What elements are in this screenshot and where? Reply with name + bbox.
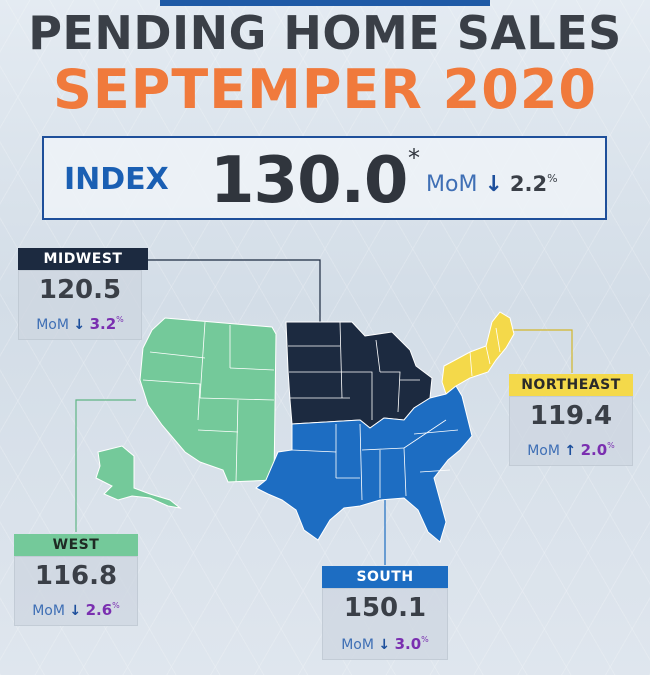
percent-sign: % [607, 441, 615, 450]
northeast-state-borders [469, 327, 501, 377]
south-tag: SOUTH [322, 566, 448, 588]
arrow-up-icon: ↑ [564, 443, 577, 459]
northeast-region-shape [441, 311, 515, 395]
northeast-tag: NORTHEAST [509, 374, 633, 396]
south-value: 150.1 [343, 593, 427, 623]
west-change-value: 2.6 [85, 601, 113, 619]
midwest-state-borders [288, 321, 420, 420]
percent-sign: % [421, 635, 429, 644]
midwest-leader-line [148, 259, 321, 330]
index-summary-box: INDEX 130.0 * MoM ↓ 2.2% [42, 136, 607, 220]
midwest-change-value: 3.2 [89, 315, 117, 333]
arrow-down-icon: ↓ [73, 317, 86, 333]
page-title: PENDING HOME SALES [28, 6, 622, 60]
south-change-value: 3.0 [394, 635, 422, 653]
west-region-shape [139, 317, 277, 483]
percent-sign: % [116, 315, 124, 324]
northeast-leader-line [494, 329, 573, 373]
index-change-value: 2.2 [509, 172, 548, 196]
northeast-value: 119.4 [529, 401, 613, 431]
top-accent-bar [160, 0, 490, 6]
index-asterisk: * [408, 144, 420, 172]
south-state-borders [291, 419, 459, 501]
midwest-card: 120.5 MoM ↓ 3.2% [18, 270, 142, 340]
percent-sign: % [547, 172, 558, 185]
northeast-change-value: 2.0 [580, 441, 608, 459]
percent-sign: % [112, 601, 120, 610]
midwest-value: 120.5 [38, 275, 122, 305]
midwest-mom-change: MoM ↓ 3.2% [19, 315, 141, 333]
south-mom-change: MoM ↓ 3.0% [323, 635, 447, 653]
mom-label: MoM [32, 603, 65, 619]
west-value: 116.8 [34, 561, 118, 591]
south-region-shape [255, 385, 473, 543]
northeast-mom-change: MoM ↑ 2.0% [510, 441, 632, 459]
index-mom-change: MoM ↓ 2.2% [426, 172, 558, 197]
mom-label: MoM [527, 443, 560, 459]
mom-label: MoM [426, 172, 478, 197]
alaska-shape [95, 445, 182, 509]
arrow-down-icon: ↓ [484, 172, 503, 197]
midwest-tag: MIDWEST [18, 248, 148, 270]
west-card: 116.8 MoM ↓ 2.6% [14, 556, 138, 626]
mom-label: MoM [341, 637, 374, 653]
west-tag: WEST [14, 534, 138, 556]
page-subtitle: SEPTEMPER 2020 [53, 58, 597, 121]
west-leader-line [75, 399, 136, 532]
arrow-down-icon: ↓ [69, 603, 82, 619]
west-state-borders [142, 321, 275, 483]
index-value: 130.0 [210, 144, 408, 218]
south-card: 150.1 MoM ↓ 3.0% [322, 588, 448, 660]
northeast-card: 119.4 MoM ↑ 2.0% [509, 396, 633, 466]
arrow-down-icon: ↓ [378, 637, 391, 653]
west-mom-change: MoM ↓ 2.6% [15, 601, 137, 619]
index-label: INDEX [64, 162, 169, 197]
mom-label: MoM [36, 317, 69, 333]
